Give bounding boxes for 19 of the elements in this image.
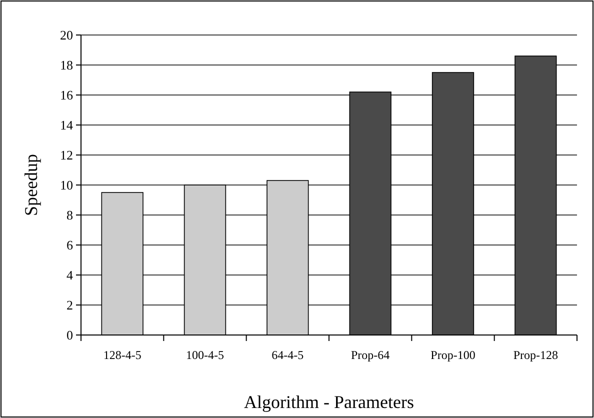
y-tick-label: 18	[60, 58, 73, 73]
y-tick-label: 0	[66, 328, 73, 343]
y-tick-label: 2	[66, 298, 73, 313]
y-tick-label: 16	[60, 88, 74, 103]
y-tick-label: 10	[60, 178, 73, 193]
x-axis-title: Algorithm - Parameters	[244, 392, 414, 412]
y-tick-label: 14	[60, 118, 74, 133]
x-tick-label: 64-4-5	[272, 348, 304, 362]
x-tick-label: 100-4-5	[186, 348, 224, 362]
y-tick-label: 12	[60, 148, 73, 163]
x-tick-label: Prop-128	[513, 348, 558, 362]
y-tick-label: 20	[60, 28, 73, 43]
y-tick-label: 8	[66, 208, 73, 223]
x-tick-label: Prop-100	[430, 348, 476, 362]
y-tick-label: 4	[66, 268, 74, 283]
y-axis-title: Speedup	[21, 154, 41, 216]
y-tick-label: 6	[66, 238, 74, 253]
x-tick-label: Prop-64	[350, 348, 390, 362]
x-tick-label: 128-4-5	[103, 348, 142, 362]
